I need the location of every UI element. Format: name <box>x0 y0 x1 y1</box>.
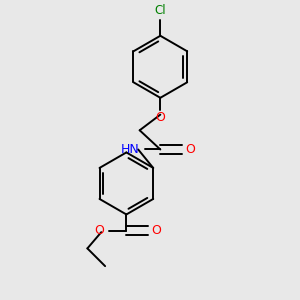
Text: O: O <box>151 224 161 237</box>
Text: O: O <box>185 143 195 156</box>
Text: O: O <box>94 224 104 237</box>
Text: HN: HN <box>120 143 139 156</box>
Text: O: O <box>155 111 165 124</box>
Text: Cl: Cl <box>154 4 166 17</box>
